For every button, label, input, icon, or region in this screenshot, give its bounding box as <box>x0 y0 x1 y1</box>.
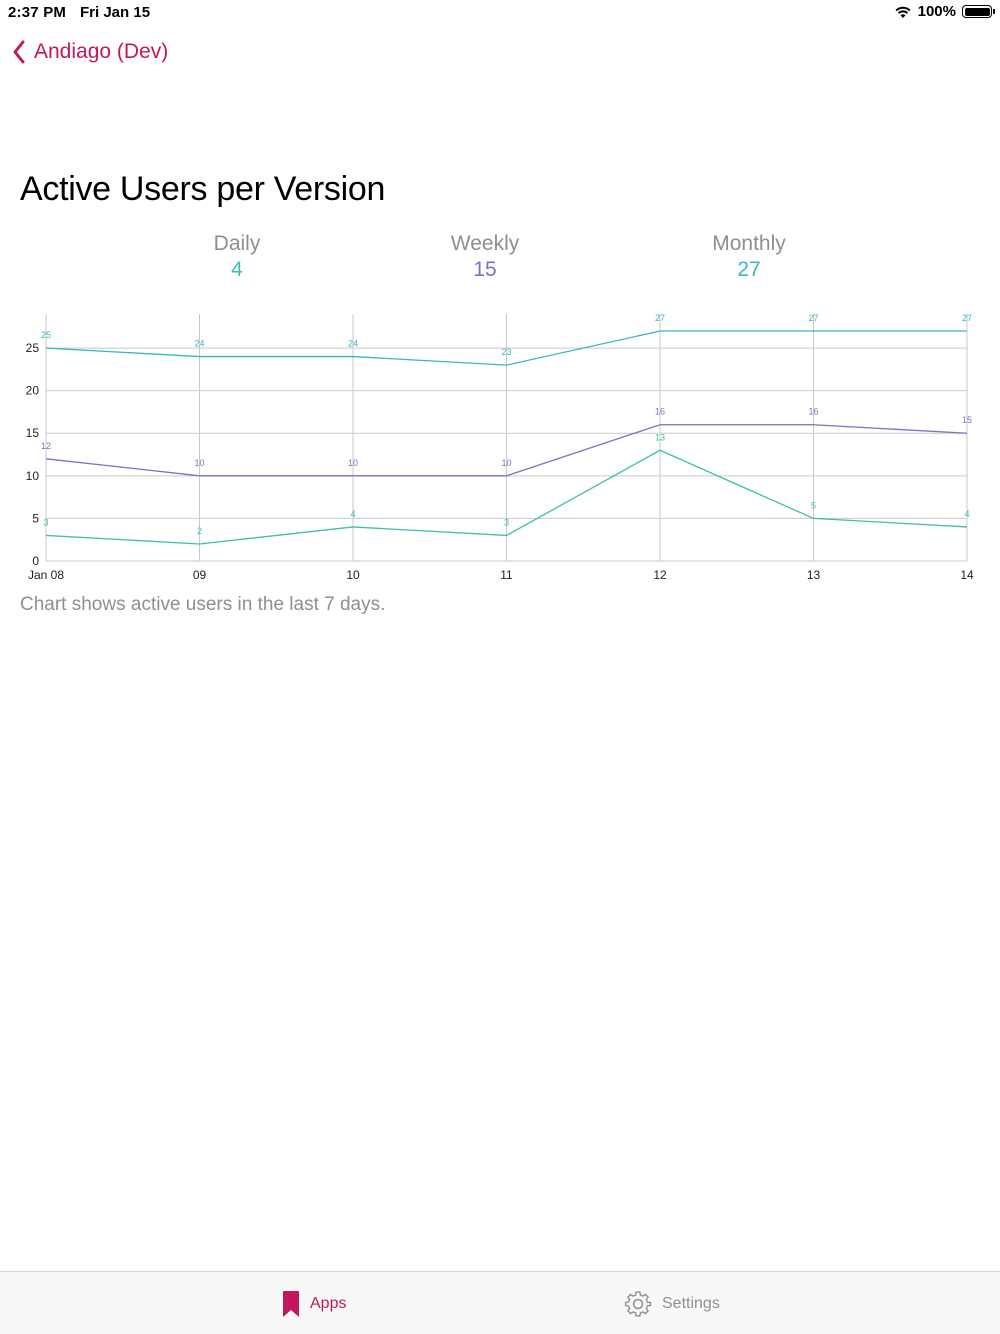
series-line-0 <box>45 330 967 366</box>
data-label: 27 <box>808 313 818 323</box>
battery-icon <box>962 5 995 18</box>
data-label: 15 <box>962 415 972 425</box>
bookmark-icon <box>283 1291 299 1317</box>
tab-bar: Apps Settings <box>0 1271 1000 1334</box>
battery-percent: 100% <box>917 3 956 20</box>
x-tick-label: 11 <box>500 568 513 582</box>
data-label: 2 <box>197 526 202 536</box>
status-indicators: 100% <box>894 3 995 20</box>
stat-monthly-label: Monthly <box>712 232 786 255</box>
x-tick-label: 09 <box>193 568 207 582</box>
data-label: 3 <box>504 517 509 527</box>
stat-weekly-value: 15 <box>473 258 497 281</box>
tab-settings-label: Settings <box>662 1295 720 1312</box>
status-date: Fri Jan 15 <box>80 4 151 21</box>
data-label: 4 <box>964 509 969 519</box>
chart-caption: Chart shows active users in the last 7 d… <box>20 594 386 615</box>
gear-icon <box>624 1291 652 1317</box>
stat-monthly: Monthly 27 <box>649 232 849 282</box>
y-tick-label: 0 <box>32 554 39 568</box>
data-label: 10 <box>348 458 358 468</box>
data-label: 12 <box>41 441 51 451</box>
back-button[interactable]: Andiago (Dev) <box>12 40 168 64</box>
data-label: 27 <box>655 313 665 323</box>
y-tick-label: 10 <box>26 469 40 483</box>
stat-daily: Daily 4 <box>137 232 337 282</box>
stat-weekly-label: Weekly <box>450 232 520 255</box>
data-label: 25 <box>41 330 51 340</box>
back-button-label: Andiago (Dev) <box>34 40 169 63</box>
x-tick-label: Jan 08 <box>28 568 64 582</box>
data-label: 3 <box>43 517 48 527</box>
y-tick-label: 15 <box>26 426 40 440</box>
chevron-left-icon <box>13 40 25 64</box>
tab-apps-label: Apps <box>310 1295 347 1312</box>
data-label: 27 <box>962 313 972 323</box>
status-time: 2:37 PM <box>8 4 67 21</box>
x-tick-label: 10 <box>346 568 360 582</box>
data-label: 24 <box>194 339 204 349</box>
series-line-2 <box>45 449 968 545</box>
data-label: 16 <box>655 407 665 417</box>
status-bar: 2:37 PM Fri Jan 15 100% <box>0 0 1000 26</box>
data-label: 13 <box>655 432 665 442</box>
data-label: 4 <box>350 509 355 519</box>
x-tick-label: 12 <box>653 568 667 582</box>
data-label: 23 <box>501 347 511 357</box>
tab-apps[interactable]: Apps <box>282 1290 346 1318</box>
stat-daily-value: 4 <box>231 258 243 281</box>
y-tick-label: 20 <box>26 384 40 398</box>
x-tick-label: 14 <box>960 568 974 582</box>
data-label: 16 <box>808 407 818 417</box>
y-tick-label: 25 <box>26 341 40 355</box>
data-label: 5 <box>811 500 816 510</box>
wifi-icon <box>895 6 911 18</box>
stat-daily-label: Daily <box>213 232 261 255</box>
stat-weekly: Weekly 15 <box>385 232 585 282</box>
data-label: 10 <box>501 458 511 468</box>
x-tick-label: 13 <box>807 568 821 582</box>
data-label: 10 <box>194 458 204 468</box>
series-line-1 <box>45 424 968 477</box>
page-title: Active Users per Version <box>20 170 386 208</box>
data-label: 24 <box>348 339 358 349</box>
tab-settings[interactable]: Settings <box>624 1290 720 1318</box>
y-tick-label: 5 <box>32 511 39 525</box>
stat-monthly-value: 27 <box>737 258 761 281</box>
